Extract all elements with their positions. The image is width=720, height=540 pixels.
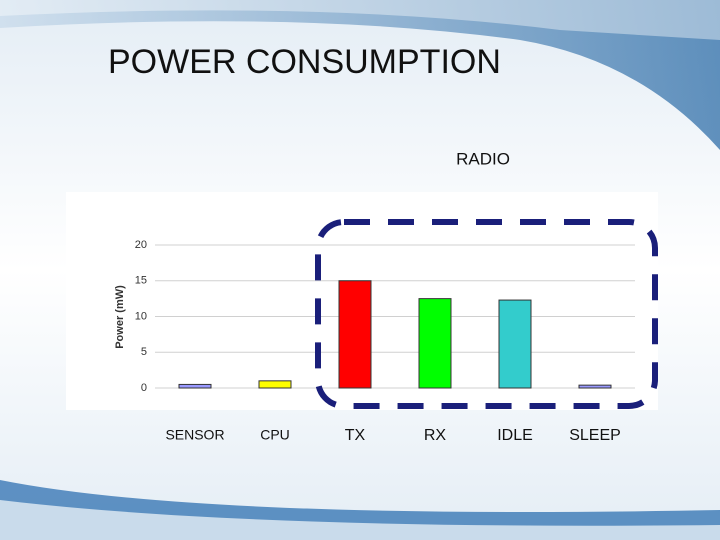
- y-tick-label: 10: [135, 310, 147, 322]
- x-tick-label: CPU: [260, 427, 290, 443]
- swoosh-bottom-light: [0, 500, 720, 540]
- y-tick-label: 0: [141, 382, 147, 394]
- bar: [498, 299, 532, 389]
- y-axis-title: Power (mW): [114, 285, 126, 349]
- y-tick-label: 5: [141, 346, 147, 358]
- bar: [178, 383, 212, 389]
- swoosh-highlight: [0, 0, 720, 40]
- x-tick-label: SENSOR: [165, 427, 224, 443]
- x-tick-label: TX: [345, 427, 366, 444]
- bar: [338, 280, 372, 389]
- y-tick-label: 15: [135, 275, 147, 287]
- swoosh-top: [0, 0, 720, 150]
- x-tick-label: IDLE: [497, 427, 533, 444]
- bar: [578, 384, 612, 389]
- radio-highlight: [315, 219, 658, 409]
- x-tick-label: SLEEP: [569, 427, 621, 444]
- bar: [418, 298, 452, 389]
- annotation: RADIO: [456, 149, 510, 168]
- bar: [258, 380, 292, 389]
- plot: 0 5 10 15 20 SENSOR CPU TX RX IDLE SLEEP: [135, 239, 635, 444]
- x-tick-label: RX: [424, 427, 447, 444]
- slide-title: POWER CONSUMPTION: [108, 43, 501, 81]
- y-tick-label: 20: [135, 239, 147, 251]
